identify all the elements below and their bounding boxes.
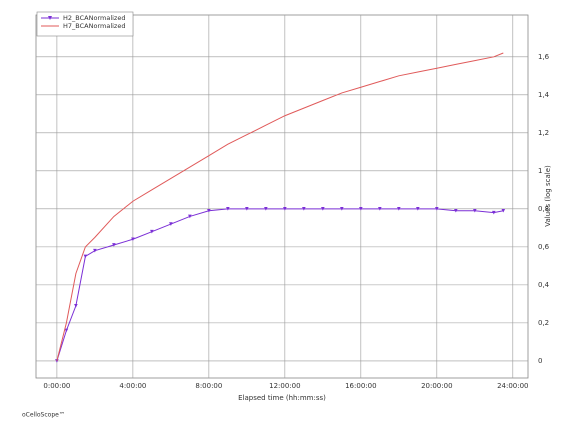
data-point bbox=[169, 222, 173, 226]
data-point bbox=[93, 248, 97, 253]
data-point bbox=[150, 229, 154, 234]
y-tick-label: 1,6 bbox=[538, 53, 550, 61]
data-point bbox=[416, 207, 420, 211]
data-point bbox=[226, 207, 230, 211]
x-tick-label: 16:00:00 bbox=[345, 382, 376, 390]
y-tick-label: 0 bbox=[538, 357, 542, 365]
data-point bbox=[302, 207, 306, 211]
data-point bbox=[64, 328, 69, 333]
data-point bbox=[378, 207, 382, 211]
x-tick-label: 4:00:00 bbox=[119, 382, 146, 390]
y-tick-label: 1,2 bbox=[538, 129, 549, 137]
legend-box bbox=[36, 11, 134, 37]
x-tick-label: 12:00:00 bbox=[269, 382, 300, 390]
legend-label: H2_BCANormalized bbox=[63, 14, 125, 22]
y-tick-label: 0,8 bbox=[538, 205, 549, 213]
data-point bbox=[340, 207, 344, 211]
data-point bbox=[131, 237, 135, 242]
data-point bbox=[207, 208, 211, 213]
x-tick-label: 20:00:00 bbox=[421, 382, 452, 390]
data-point bbox=[321, 207, 325, 211]
y-tick-label: 0,4 bbox=[538, 281, 550, 289]
plot-area bbox=[35, 14, 529, 379]
x-tick-label: 24:00:00 bbox=[497, 382, 528, 390]
y-tick-label: 1 bbox=[538, 167, 542, 175]
y-tick-label: 1,4 bbox=[538, 91, 550, 99]
data-point bbox=[397, 207, 401, 211]
y-tick-label: 0,6 bbox=[538, 243, 550, 251]
data-point bbox=[83, 254, 88, 259]
data-point bbox=[264, 207, 268, 211]
legend-label: H7_BCANormalized bbox=[63, 22, 125, 30]
x-tick-label: 8:00:00 bbox=[195, 382, 222, 390]
data-point bbox=[492, 210, 496, 215]
legend-marker bbox=[48, 16, 52, 20]
data-point bbox=[283, 207, 287, 211]
data-point bbox=[454, 208, 458, 213]
data-point bbox=[473, 208, 477, 213]
series-line bbox=[56, 52, 504, 362]
data-point bbox=[501, 208, 506, 213]
x-tick-label: 0:00:00 bbox=[43, 382, 70, 390]
data-point bbox=[188, 214, 192, 219]
data-point bbox=[112, 243, 116, 247]
y-axis-label: Values (log scale) bbox=[544, 165, 552, 227]
y-tick-label: 0,2 bbox=[538, 319, 549, 327]
footer-note: oCelloScope™ bbox=[22, 412, 65, 419]
data-point bbox=[435, 207, 439, 211]
data-point bbox=[359, 207, 363, 211]
x-axis-label: Elapsed time (hh:mm:ss) bbox=[238, 394, 326, 402]
data-point bbox=[245, 207, 249, 211]
data-point bbox=[74, 303, 78, 308]
